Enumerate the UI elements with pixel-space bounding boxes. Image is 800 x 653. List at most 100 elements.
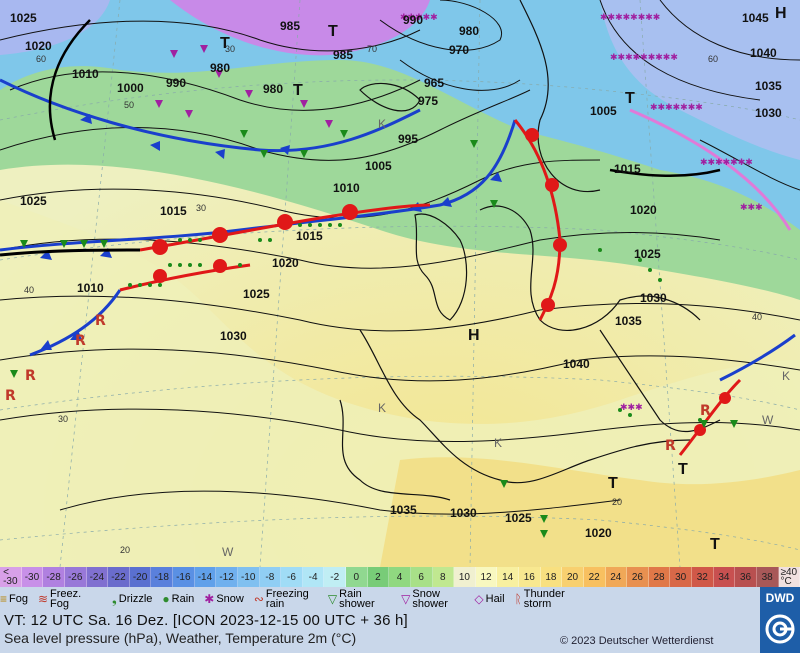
dwd-logo-icon [765, 614, 795, 644]
legend-label: Hail [485, 593, 505, 605]
temperature-label: 30 [196, 203, 206, 213]
legend-item: ≡ Fog [0, 592, 28, 606]
pressure-center: H [775, 5, 787, 22]
legend-label: Rain [171, 593, 195, 605]
svg-text:R: R [25, 368, 36, 384]
temperature-label: 60 [36, 54, 46, 64]
scale-cell: -4 [302, 567, 325, 587]
scale-cell: < -30 [0, 567, 22, 587]
temperature-color-scale: < -30 -30 -28 -26 -24 -22 -20 -18 -16 -14 -12 -10 -8… [0, 567, 800, 587]
isobar-label: 1025 [243, 287, 270, 301]
pressure-center-labels: H T T T T T T H T [220, 5, 787, 553]
rain-shower-symbols [10, 130, 738, 538]
svg-text:✱✱✱: ✱✱✱ [620, 402, 643, 412]
temperature-label: 40 [24, 285, 34, 295]
temperature-field-cold [600, 0, 800, 160]
pressure-center: T [678, 461, 688, 478]
isobar-label: 985 [333, 48, 353, 62]
legend-item: ● Rain [162, 592, 195, 606]
scale-cell: -30 [21, 567, 44, 587]
legend-label: Snow shower [412, 588, 448, 610]
valid-time-label: VT: 12 UTC Sa. 16 Dez. [ICON 2023-12-15 … [4, 612, 408, 629]
isobar-label: 965 [424, 76, 444, 90]
isobar-label: 1020 [585, 526, 612, 540]
isobar-label: 975 [418, 94, 438, 108]
scale-cell: -24 [86, 567, 109, 587]
legend-label: Freez. Fog [50, 588, 82, 610]
isobar-label: 1025 [505, 511, 532, 525]
scale-cell: -22 [108, 567, 130, 587]
coastlines [339, 0, 721, 501]
temperature-field-cold-west [0, 0, 110, 55]
isobar-label: 1030 [450, 506, 477, 520]
scale-cell: 28 [648, 567, 671, 587]
legend-symbol-icon: ∾ [253, 592, 264, 606]
scale-cell: 4 [389, 567, 411, 587]
legend-symbol-icon: ❟ [112, 592, 117, 606]
svg-text:R: R [700, 403, 711, 419]
isobar-label: 995 [398, 132, 418, 146]
weather-map: ✱✱✱✱✱ ✱✱✱✱✱✱✱✱ ✱✱✱✱✱✱✱✱✱ ✱✱✱✱✱✱✱ ✱✱✱✱✱✱✱… [0, 0, 800, 568]
temperature-field-cool [0, 0, 800, 230]
isobar-label: 1035 [755, 79, 782, 93]
scale-cell: 2 [367, 567, 390, 587]
isobar-label: 990 [166, 76, 186, 90]
temperature-label: 70 [367, 44, 377, 54]
legend-symbol-icon: ✱ [204, 592, 215, 606]
scale-cell: 6 [410, 567, 433, 587]
legend-symbol-icon: ● [162, 592, 170, 606]
pressure-center: H [468, 327, 480, 344]
isobar-label: 1010 [77, 281, 104, 295]
scale-cell: 38 [756, 567, 779, 587]
svg-text:R: R [665, 438, 676, 454]
map-subtitle: Sea level pressure (hPa), Weather, Tempe… [4, 630, 357, 646]
legend-label: Rain shower [339, 588, 375, 610]
legend-item: ∾ Freezing rain [253, 589, 318, 610]
isobar-label: 1035 [390, 503, 417, 517]
scale-cell: -2 [324, 567, 346, 587]
scale-cell: 26 [627, 567, 649, 587]
logo-text: DWD [765, 591, 795, 605]
scale-cell: -16 [173, 567, 195, 587]
legend-symbol-icon: ≡ [0, 592, 8, 606]
legend-item: ◇ Hail [474, 593, 505, 605]
isobar-label: 1030 [220, 329, 247, 343]
isobar-label: 990 [403, 13, 423, 27]
temperature-label: 20 [120, 545, 130, 555]
isobar-label: 1015 [614, 162, 641, 176]
temperature-field-very-cold [170, 0, 430, 56]
isobar-label: 1015 [296, 229, 323, 243]
legend-label: Thunder storm [523, 588, 565, 610]
scale-cell: 24 [605, 567, 628, 587]
region-mark: W [762, 413, 774, 427]
map-footer: VT: 12 UTC Sa. 16 Dez. [ICON 2023-12-15 … [0, 611, 760, 653]
temperature-label: 30 [225, 44, 235, 54]
trough-line [609, 168, 721, 177]
temperature-labels: 60 50 30 20 40 40 30 20 30 60 70 [24, 44, 762, 555]
region-mark: K [782, 369, 790, 383]
region-mark: K [494, 436, 502, 450]
scale-cell: 0 [346, 567, 368, 587]
pressure-center: T [710, 536, 720, 553]
isobar-label: 1010 [72, 67, 99, 81]
isobar-label: 1020 [630, 203, 657, 217]
legend-label: Drizzle [118, 593, 153, 605]
scale-cell: 22 [583, 567, 606, 587]
region-mark: W [222, 545, 234, 559]
isobar-label: 980 [459, 24, 479, 38]
scale-cell: 12 [475, 567, 498, 587]
scale-cell: 32 [692, 567, 714, 587]
svg-text:R: R [75, 333, 86, 349]
scale-cell: -8 [259, 567, 282, 587]
isobar-label: 1015 [160, 204, 187, 218]
scale-cell: -12 [216, 567, 238, 587]
scale-cell: 10 [454, 567, 476, 587]
scale-cell: 16 [519, 567, 541, 587]
isobar-labels: 1025 1020 1010 1000 985 990 985 980 980 … [10, 11, 782, 540]
scale-cell: -14 [194, 567, 217, 587]
isobar-label: 1010 [333, 181, 360, 195]
cold-front [0, 78, 796, 382]
isobar-label: 1020 [272, 256, 299, 270]
svg-text:R: R [5, 388, 16, 404]
